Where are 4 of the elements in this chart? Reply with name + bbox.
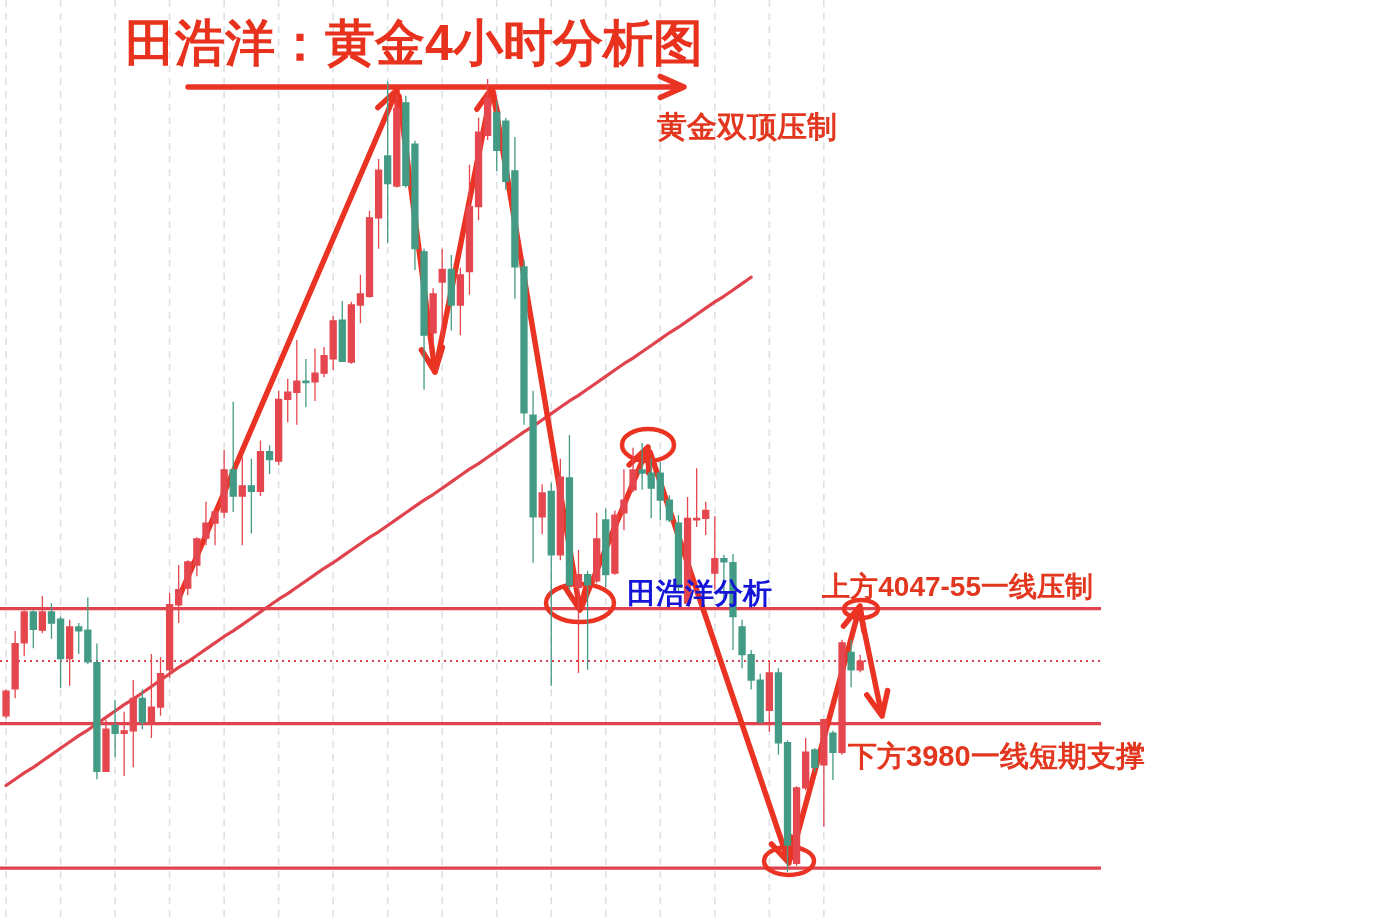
ref-line-label: 上方4047-55一线压制 (821, 570, 1093, 602)
annotation: 黄金双顶压制 (657, 110, 837, 143)
ref-line-label: 下方3980一线短期支撑 (847, 739, 1145, 772)
chart-title: 田浩洋：黄金4小时分析图 (125, 15, 703, 71)
